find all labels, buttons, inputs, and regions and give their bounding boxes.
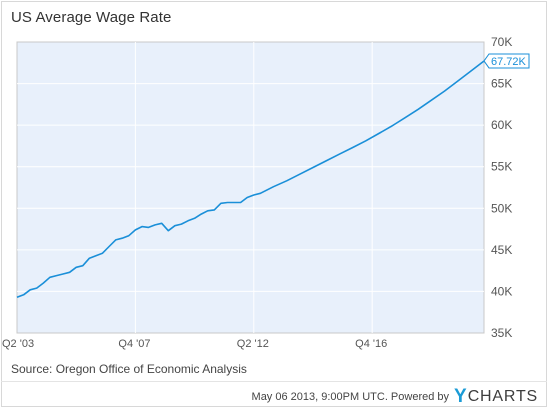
y-tick-label: 50K — [491, 201, 512, 215]
y-tick-label: 45K — [491, 243, 512, 257]
y-axis: 35K 40K 45K 50K 55K 60K 65K 70K — [491, 35, 512, 340]
last-value-box — [483, 53, 530, 69]
y-tick-label: 70K — [491, 35, 512, 49]
x-tick-label: Q2 '03 — [2, 338, 34, 350]
last-value-tag: 67.72K — [483, 53, 530, 69]
x-axis: Q2 '03 Q4 '07 Q2 '12 Q4 '16 — [2, 338, 387, 350]
x-tick-label: Q2 '12 — [237, 338, 269, 350]
y-tick-label: 60K — [491, 118, 512, 132]
footer: May 06 2013, 9:00PM UTC. Powered by Y CH… — [252, 387, 538, 406]
timestamp: May 06 2013, 9:00PM UTC. Powered by — [251, 390, 450, 403]
x-tick-label: Q4 '07 — [118, 338, 150, 350]
footer-divider — [1, 381, 547, 382]
plot-area — [16, 41, 485, 334]
grid-lines — [17, 42, 484, 333]
x-tick-label: Q4 '16 — [355, 338, 387, 350]
y-tick-label: 65K — [491, 77, 512, 91]
chart-title: US Average Wage Rate — [11, 9, 172, 26]
chart-source: Source: Oregon Office of Economic Analys… — [11, 362, 247, 376]
y-tick-label: 40K — [491, 284, 512, 298]
series-layer — [16, 60, 485, 298]
last-value-label: 67.72K — [491, 56, 527, 68]
ycharts-logo-text: CHARTS — [467, 387, 538, 405]
ycharts-logo-y: Y — [454, 386, 467, 407]
ycharts-logo[interactable]: Y CHARTS — [454, 387, 538, 406]
y-tick-label: 55K — [491, 160, 512, 174]
y-tick-label: 35K — [491, 326, 512, 340]
series-line — [16, 60, 485, 298]
